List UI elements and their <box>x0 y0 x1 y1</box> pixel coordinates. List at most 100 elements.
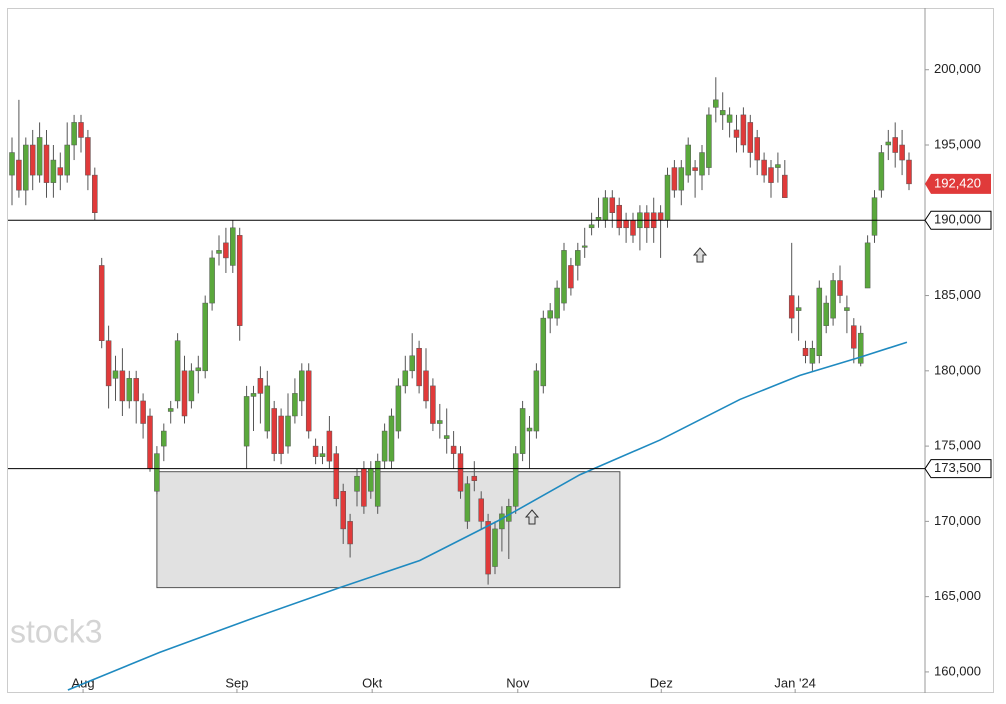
candle-body <box>50 159 57 183</box>
frame <box>7 8 994 693</box>
candle-body <box>754 137 760 161</box>
last-price-label: 192,420 <box>934 175 981 190</box>
arrow-icon <box>524 509 540 525</box>
candle-body <box>85 137 91 176</box>
candle-body <box>857 332 864 364</box>
candle-body <box>899 144 905 161</box>
candle-body <box>223 242 229 259</box>
candle-body <box>216 250 222 254</box>
candle-body <box>533 370 540 432</box>
x-tick-label: Okt <box>362 675 383 690</box>
candle-body <box>9 152 15 176</box>
candle-body <box>568 265 574 289</box>
candle-body <box>326 430 333 462</box>
candle-body <box>305 370 312 432</box>
y-tick-label: 170,000 <box>934 513 981 528</box>
candle-body <box>540 317 547 387</box>
candle-body <box>706 114 712 168</box>
candle-body <box>443 435 450 439</box>
candle-body <box>340 491 346 530</box>
candle-body <box>43 144 50 183</box>
candle-body <box>851 325 857 349</box>
candle-body <box>775 164 781 168</box>
candle-body <box>457 453 464 492</box>
candle-body <box>871 197 878 236</box>
candle-body <box>733 129 740 138</box>
candle-body <box>802 347 809 357</box>
candle-body <box>699 152 705 176</box>
candle-body <box>616 204 622 229</box>
candle-body <box>243 396 250 447</box>
candle-body <box>167 408 174 412</box>
candle-body <box>368 468 374 492</box>
candle-body <box>126 378 133 402</box>
level-tag <box>924 210 992 230</box>
candle-body <box>471 475 478 481</box>
candle-body <box>719 110 726 116</box>
candle-body <box>726 114 733 123</box>
candle-body <box>230 227 236 266</box>
candle-body <box>71 122 77 146</box>
candle-body <box>57 167 64 176</box>
level-tag <box>924 459 992 479</box>
moving-average <box>67 341 908 691</box>
candle-body <box>64 144 70 176</box>
candle-body <box>112 370 119 379</box>
candle-body <box>147 415 153 469</box>
candle-body <box>671 167 678 191</box>
candle-body <box>512 453 519 507</box>
candle-body <box>609 197 616 213</box>
candle-body <box>478 498 484 522</box>
candle-body <box>430 385 436 424</box>
candle-body <box>561 250 567 304</box>
candle-body <box>816 287 823 357</box>
candle-body <box>554 287 560 319</box>
candle-body <box>485 521 491 575</box>
candle-body <box>581 245 588 248</box>
y-tick-label: 175,000 <box>934 438 981 453</box>
candle-body <box>837 280 843 296</box>
candle-body <box>209 257 215 304</box>
candle-body <box>299 370 305 402</box>
candle-body <box>174 340 181 402</box>
candle-body <box>885 141 892 146</box>
candle-body <box>492 528 498 567</box>
candle-body <box>423 370 429 402</box>
candle-body <box>29 144 36 176</box>
candle-body <box>499 513 505 530</box>
candle-body <box>271 408 277 454</box>
candle-body <box>105 340 112 387</box>
candle-body <box>740 114 747 146</box>
y-tick-label: 195,000 <box>934 136 981 151</box>
x-tick-label: Sep <box>225 675 248 690</box>
y-tick-label: 200,000 <box>934 61 981 76</box>
candle-body <box>464 483 471 522</box>
candle-body <box>830 280 836 319</box>
candle-body <box>409 355 415 372</box>
candle-body <box>312 445 319 457</box>
candle-body <box>878 152 885 191</box>
candle-body <box>747 122 754 153</box>
candle-body <box>202 302 208 372</box>
candle-body <box>809 347 816 364</box>
candle-body <box>416 347 422 387</box>
candle-body <box>264 385 271 432</box>
candle-body <box>437 420 443 424</box>
candle-body <box>16 159 22 191</box>
candle-body <box>333 453 340 500</box>
candle-body <box>864 242 871 289</box>
candle-body <box>374 460 381 507</box>
candle-body <box>140 400 146 424</box>
candle-body <box>23 144 29 191</box>
level-label: 173,500 <box>934 460 981 475</box>
candle-body <box>685 144 691 176</box>
candle-body <box>588 224 595 229</box>
candle-body <box>347 521 353 545</box>
candle-body <box>92 174 98 213</box>
candle-body <box>782 174 788 198</box>
candle-body <box>361 468 367 507</box>
candle-body <box>188 370 195 402</box>
candle-body <box>319 453 326 457</box>
candle-body <box>526 427 533 432</box>
candle-body <box>795 307 802 311</box>
